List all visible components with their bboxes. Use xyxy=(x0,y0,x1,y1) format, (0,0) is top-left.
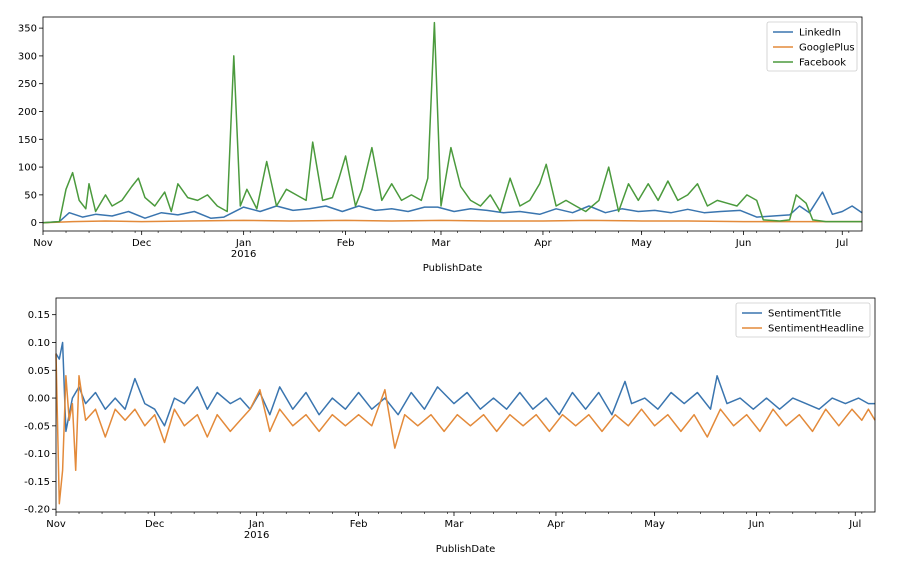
x-tick-label: Apr xyxy=(547,519,565,530)
legend-label: LinkedIn xyxy=(799,28,841,39)
series-line-googleplus xyxy=(42,219,862,224)
x-tick-label: Nov xyxy=(46,519,66,530)
x-tick-label: Feb xyxy=(337,238,355,249)
x-tick-label: Dec xyxy=(132,238,151,249)
x-tick-label: Nov xyxy=(33,238,53,249)
y-tick-label: 300 xyxy=(18,51,37,62)
y-tick-label: 50 xyxy=(24,190,37,201)
x-tick-label: Mar xyxy=(445,519,465,530)
x-tick-label: Feb xyxy=(350,519,368,530)
y-tick-label: 0 xyxy=(31,218,37,229)
plot-frame xyxy=(42,16,863,232)
legend: SentimentTitle SentimentHeadline xyxy=(735,302,871,338)
y-tick-label: -0.20 xyxy=(24,505,50,516)
legend-label: SentimentTitle xyxy=(768,309,841,320)
x-tick-label: Apr xyxy=(534,238,552,249)
y-tick-label: 200 xyxy=(18,107,37,118)
x-tick-label: Jul xyxy=(848,519,861,530)
y-tick-label: 0.10 xyxy=(28,338,50,349)
x-tick-label: Jan xyxy=(235,238,251,249)
x-tick-label: May xyxy=(644,519,665,530)
series-line-sentimentheadline xyxy=(55,353,876,505)
x-axis-label: PublishDate xyxy=(436,544,496,555)
legend: LinkedIn GooglePlus Facebook xyxy=(766,21,858,72)
y-tick-label: -0.05 xyxy=(24,421,50,432)
legend-label: SentimentHeadline xyxy=(768,324,864,335)
legend-box xyxy=(735,302,871,338)
y-tick-label: 350 xyxy=(18,24,37,35)
y-tick-label: 0.05 xyxy=(28,366,50,377)
y-tick-label: 100 xyxy=(18,163,37,174)
x-tick-sublabel: 2016 xyxy=(231,249,256,260)
y-tick-label: 0.15 xyxy=(28,310,50,321)
x-tick-label: Mar xyxy=(432,238,452,249)
x-tick-label: Jun xyxy=(748,519,765,530)
x-tick-sublabel: 2016 xyxy=(244,530,269,541)
x-axis-label: PublishDate xyxy=(423,263,483,274)
y-tick-label: -0.15 xyxy=(24,477,50,488)
legend-label: Facebook xyxy=(799,58,846,69)
y-tick-label: 250 xyxy=(18,79,37,90)
series-line-sentimenttitle xyxy=(55,341,875,433)
plot-frame xyxy=(55,297,876,513)
legend-box xyxy=(766,21,858,72)
y-tick-label: -0.10 xyxy=(24,449,50,460)
series-line-linkedin xyxy=(42,191,863,224)
x-tick-label: Jul xyxy=(835,238,848,249)
y-tick-label: 150 xyxy=(18,135,37,146)
legend-label: GooglePlus xyxy=(799,43,855,54)
x-tick-label: Jun xyxy=(735,238,752,249)
y-tick-label: 0.00 xyxy=(28,394,50,405)
x-tick-label: Dec xyxy=(145,519,164,530)
x-tick-label: Jan xyxy=(248,519,264,530)
x-tick-label: May xyxy=(631,238,652,249)
series-line-facebook xyxy=(42,21,862,224)
chart-2: -0.20 -0.15 -0.10 -0.05 0.00 0.05 0.10 0.15 Nov D… xyxy=(24,297,876,555)
